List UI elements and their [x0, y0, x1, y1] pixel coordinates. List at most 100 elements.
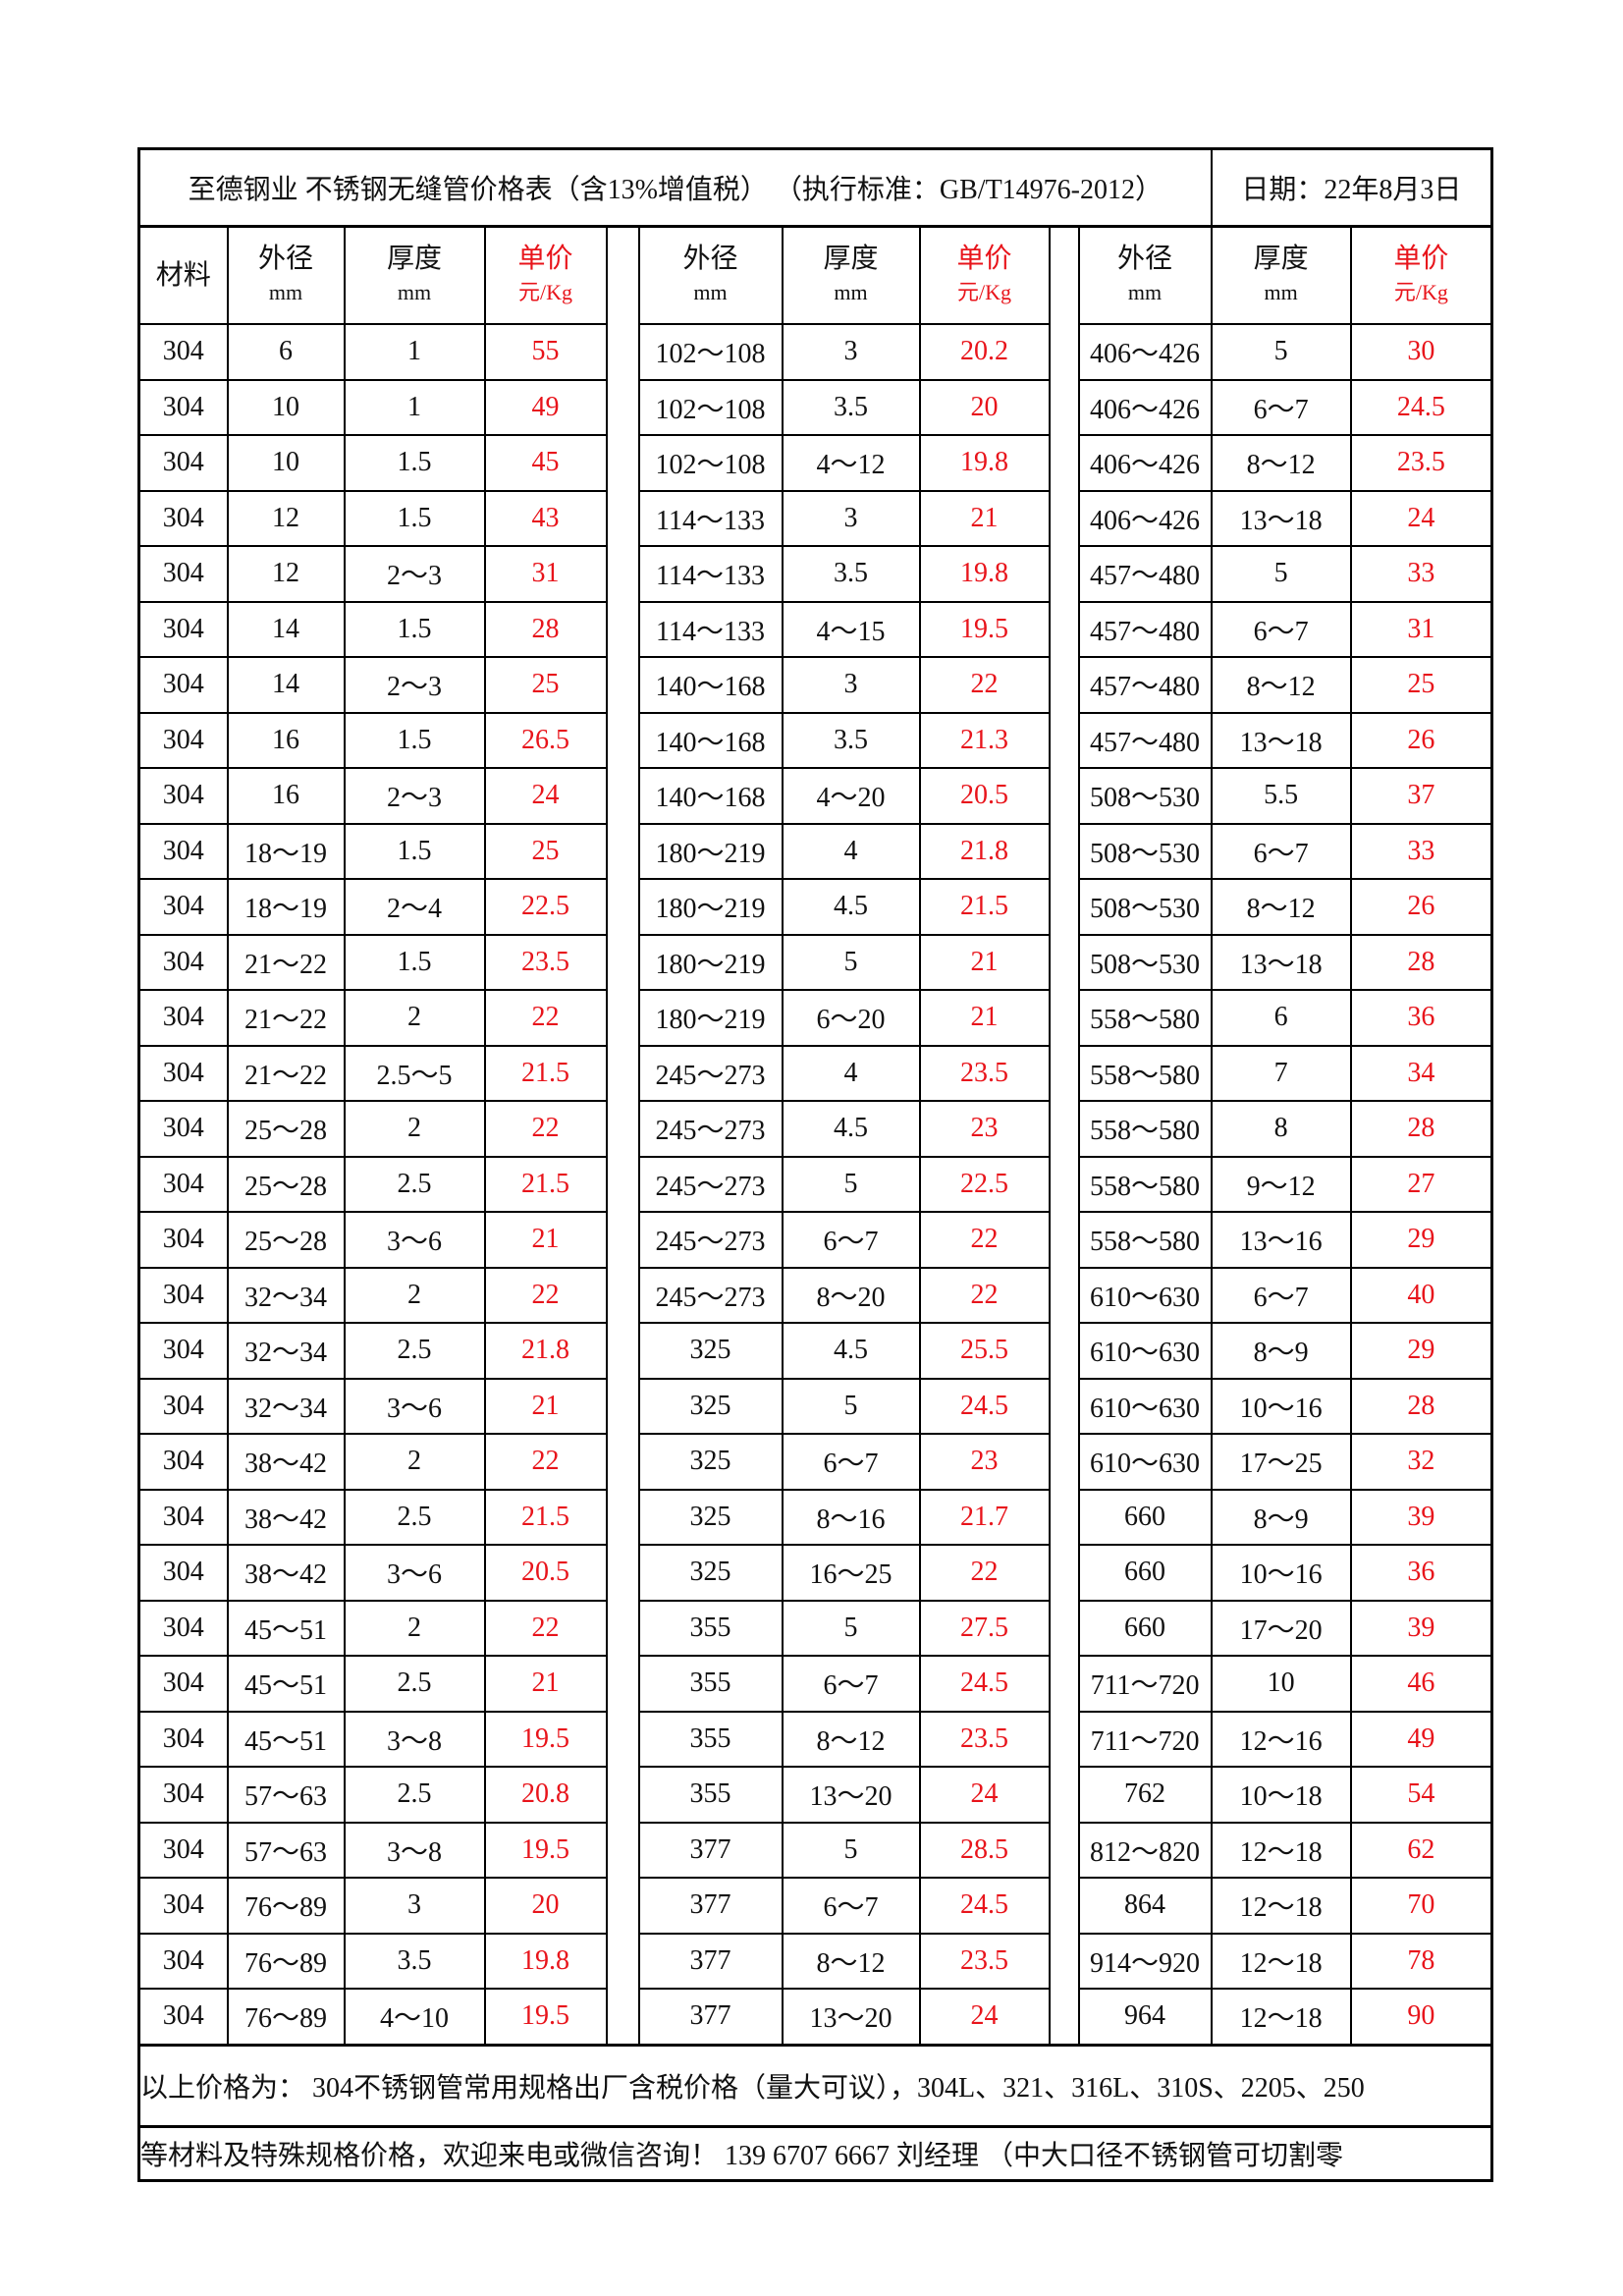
cell-od: 25～28 — [226, 1211, 346, 1269]
cell-material: 304 — [137, 1266, 229, 1324]
cell-wall: 6～7 — [781, 1655, 921, 1713]
cell-wall: 7 — [1210, 1044, 1352, 1102]
cell-price: 20.5 — [483, 1544, 608, 1602]
cell-price: 28 — [1349, 933, 1493, 991]
cell-wall: 5 — [1210, 545, 1352, 603]
cell-od: 325 — [637, 1488, 784, 1546]
cell-od: 245～273 — [637, 1100, 784, 1158]
cell-wall: 3.5 — [781, 545, 921, 603]
column-gap — [1048, 1711, 1080, 1767]
column-gap — [605, 435, 640, 491]
header-price-unit: 元/Kg — [1393, 279, 1448, 304]
cell-od: 76～89 — [226, 1988, 346, 2046]
column-gap — [1048, 1489, 1080, 1545]
column-gap — [605, 1323, 640, 1379]
cell-material: 304 — [137, 489, 229, 547]
column-gap — [605, 225, 640, 324]
cell-od: 964 — [1077, 1988, 1213, 2046]
table-row: 304 76～89 4～10 19.5 377 13～20 24 964 12～18 90 — [137, 1988, 1493, 2046]
cell-wall: 4.5 — [781, 878, 921, 936]
cell-price: 37 — [1349, 767, 1493, 825]
cell-od: 406～426 — [1077, 489, 1213, 547]
cell-wall: 1.5 — [343, 822, 486, 880]
cell-od: 508～530 — [1077, 822, 1213, 880]
cell-wall: 3.5 — [343, 1932, 486, 1990]
header-price: 单价 元/Kg — [1349, 225, 1493, 325]
cell-price: 39 — [1349, 1488, 1493, 1546]
cell-price: 22 — [483, 1266, 608, 1324]
table-row: 304 38～42 2 22 325 6～7 23 610～630 17～25 32 — [137, 1433, 1493, 1491]
cell-od: 38～42 — [226, 1488, 346, 1546]
column-gap — [605, 1878, 640, 1934]
cell-od: 25～28 — [226, 1155, 346, 1213]
cell-material: 304 — [137, 989, 229, 1047]
header-row: 材料 外径 mm 厚度 mm 单价 元/Kg 外径 mm 厚度 mm 单价 元/Kg 外径 m… — [137, 225, 1493, 325]
cell-material: 304 — [137, 1155, 229, 1213]
cell-od: 180～219 — [637, 878, 784, 936]
column-gap — [1048, 1878, 1080, 1934]
cell-od: 32～34 — [226, 1322, 346, 1380]
column-gap — [605, 1767, 640, 1823]
cell-price: 22.5 — [918, 1155, 1051, 1213]
table-row: 304 14 1.5 28 114～133 4～15 19.5 457～480 6～7 31 — [137, 600, 1493, 658]
column-gap — [1048, 546, 1080, 602]
cell-price: 20.8 — [483, 1766, 608, 1824]
table-row: 304 32～34 2.5 21.8 325 4.5 25.5 610～630 8～9 29 — [137, 1322, 1493, 1380]
cell-od: 457～480 — [1077, 600, 1213, 658]
column-gap — [605, 379, 640, 435]
table-row: 304 16 1.5 26.5 140～168 3.5 21.3 457～480 13～18 26 — [137, 711, 1493, 769]
cell-price: 21 — [918, 933, 1051, 991]
table-row: 304 57～63 2.5 20.8 355 13～20 24 762 10～18 54 — [137, 1766, 1493, 1824]
column-gap — [1048, 1933, 1080, 1989]
cell-price: 24.5 — [1349, 378, 1493, 436]
cell-wall: 17～25 — [1210, 1433, 1352, 1491]
cell-price: 39 — [1349, 1599, 1493, 1657]
cell-wall: 13～20 — [781, 1988, 921, 2046]
cell-od: 114～133 — [637, 489, 784, 547]
column-gap — [1048, 657, 1080, 713]
cell-wall: 2.5 — [343, 1155, 486, 1213]
cell-price: 21.8 — [918, 822, 1051, 880]
cell-od: 45～51 — [226, 1599, 346, 1657]
column-gap — [1048, 379, 1080, 435]
cell-material: 304 — [137, 1710, 229, 1768]
column-gap — [1048, 324, 1080, 380]
cell-wall: 5 — [1210, 323, 1352, 381]
cell-wall: 6～7 — [1210, 1266, 1352, 1324]
cell-price: 24 — [483, 767, 608, 825]
cell-od: 864 — [1077, 1877, 1213, 1935]
cell-price: 28.5 — [918, 1821, 1051, 1879]
cell-wall: 2.5 — [343, 1655, 486, 1713]
cell-price: 34 — [1349, 1044, 1493, 1102]
header-wall-label: 厚度 — [1253, 243, 1309, 274]
header-wall-unit: mm — [397, 279, 432, 304]
cell-od: 76～89 — [226, 1877, 346, 1935]
cell-price: 22 — [918, 656, 1051, 714]
column-gap — [605, 1045, 640, 1101]
cell-wall: 2～3 — [343, 767, 486, 825]
cell-od: 21～22 — [226, 989, 346, 1047]
table-row: 304 25～28 2 22 245～273 4.5 23 558～580 8 28 — [137, 1100, 1493, 1158]
cell-wall: 5 — [781, 1377, 921, 1435]
cell-od: 558～580 — [1077, 1044, 1213, 1102]
column-gap — [1048, 1600, 1080, 1656]
cell-wall: 5 — [781, 1821, 921, 1879]
cell-material: 304 — [137, 1100, 229, 1158]
cell-od: 325 — [637, 1377, 784, 1435]
cell-od: 610～630 — [1077, 1433, 1213, 1491]
cell-od: 38～42 — [226, 1544, 346, 1602]
cell-price: 28 — [1349, 1377, 1493, 1435]
cell-price: 22 — [483, 1433, 608, 1491]
cell-price: 21.5 — [918, 878, 1051, 936]
cell-wall: 10 — [1210, 1655, 1352, 1713]
cell-od: 355 — [637, 1655, 784, 1713]
cell-od: 180～219 — [637, 989, 784, 1047]
table-row: 304 45～51 2.5 21 355 6～7 24.5 711～720 10 46 — [137, 1655, 1493, 1713]
column-gap — [605, 657, 640, 713]
column-gap — [605, 1822, 640, 1878]
cell-od: 762 — [1077, 1766, 1213, 1824]
column-gap — [1048, 1045, 1080, 1101]
header-price: 单价 元/Kg — [918, 225, 1051, 325]
cell-material: 304 — [137, 711, 229, 769]
column-gap — [1048, 1323, 1080, 1379]
